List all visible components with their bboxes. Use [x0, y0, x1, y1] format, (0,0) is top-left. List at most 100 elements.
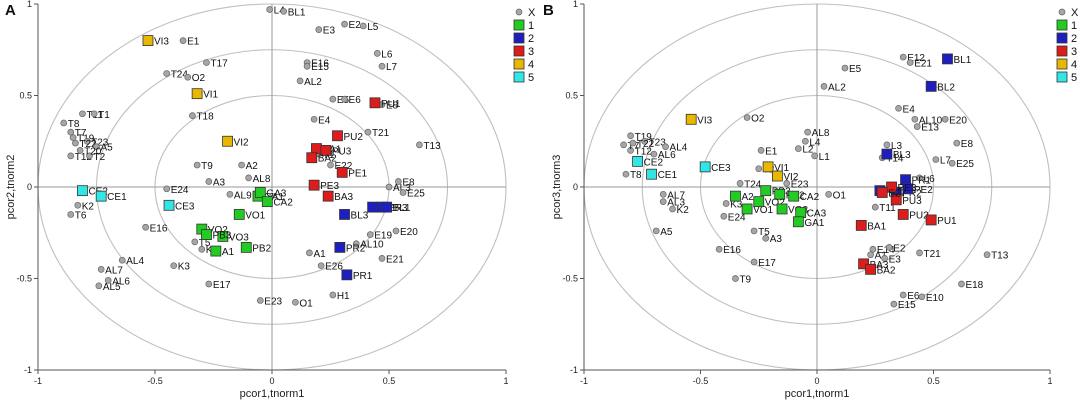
- point-marker: [292, 298, 299, 306]
- point-label: E4: [903, 104, 916, 115]
- point-label: K3: [730, 199, 743, 210]
- point-marker: [906, 59, 914, 66]
- x-tick-label: 0.5: [383, 376, 396, 386]
- point-label: T5: [199, 238, 211, 249]
- point-marker: [753, 196, 765, 208]
- point-marker: [359, 22, 367, 30]
- point-marker: [76, 147, 84, 154]
- legend-label: 1: [1071, 20, 1077, 32]
- point-label: A3: [770, 234, 783, 245]
- point-marker: [858, 258, 869, 270]
- point-marker: [659, 198, 667, 205]
- point-label: T19: [635, 132, 653, 143]
- legend-marker: [515, 8, 523, 16]
- point-marker: [771, 170, 783, 182]
- y-axis-title: pcor3,tnorm3: [551, 155, 563, 220]
- point-marker: [67, 128, 75, 136]
- point-label: A1: [222, 247, 235, 258]
- point-label: BA1: [867, 221, 886, 232]
- point-marker: [890, 300, 898, 308]
- point-marker: [142, 35, 154, 46]
- point-label: PR3: [388, 203, 408, 214]
- point-label: A2: [246, 161, 259, 172]
- y-axis-title: pcor2,tnorm2: [5, 155, 17, 220]
- point-label: O2: [192, 73, 206, 84]
- point-marker: [669, 205, 676, 213]
- point-label: T12: [635, 146, 653, 157]
- point-label: AL7: [105, 265, 123, 276]
- point-label: E5: [849, 64, 862, 75]
- point-marker: [201, 229, 212, 240]
- point-marker: [163, 70, 171, 77]
- point-marker: [193, 161, 201, 169]
- point-marker: [245, 174, 252, 182]
- point-marker: [750, 258, 758, 266]
- point-marker: [90, 110, 98, 118]
- point-label: AL6: [112, 276, 130, 287]
- point-label: AL8: [253, 174, 271, 185]
- point-marker: [869, 245, 877, 253]
- y-tick-label: -0.5: [562, 274, 578, 284]
- point-marker: [369, 97, 381, 109]
- legend-label: 4: [528, 59, 534, 71]
- point-label: E1: [187, 37, 200, 48]
- point-marker: [320, 144, 332, 156]
- point-label: VI3: [697, 115, 712, 126]
- point-marker: [948, 159, 956, 167]
- point-label: E15: [311, 62, 329, 73]
- point-label: E21: [386, 254, 404, 265]
- legend-marker: [1058, 8, 1066, 16]
- point-marker: [378, 255, 386, 262]
- point-label: E24: [171, 185, 189, 196]
- point-label: E14: [877, 245, 895, 256]
- point-label: BL3: [351, 210, 369, 221]
- point-label: A2: [741, 192, 754, 203]
- point-label: PU1: [937, 216, 957, 227]
- point-marker: [627, 132, 634, 140]
- point-marker: [941, 115, 949, 123]
- point-label: VI2: [783, 172, 798, 183]
- legend-marker: [1056, 45, 1068, 57]
- point-marker: [620, 141, 627, 149]
- point-marker: [925, 214, 937, 226]
- point-label: GA3: [266, 188, 286, 199]
- point-label: BA2: [318, 154, 337, 165]
- point-label: E16: [150, 223, 168, 234]
- point-label: E2: [893, 243, 906, 254]
- point-label: L6: [381, 49, 393, 60]
- point-marker: [650, 150, 658, 158]
- point-label: PE3: [898, 183, 917, 194]
- point-marker: [341, 20, 348, 28]
- point-marker: [381, 201, 393, 213]
- legend-marker: [513, 71, 525, 83]
- point-label: E24: [728, 212, 746, 223]
- point-marker: [876, 187, 888, 198]
- point-label: A5: [101, 143, 114, 154]
- point-label: BA1: [322, 145, 341, 156]
- point-marker: [395, 178, 402, 185]
- point-label: PU2: [344, 132, 364, 143]
- point-label: T2: [93, 152, 105, 163]
- point-label: VO2: [765, 198, 785, 209]
- point-label: T8: [630, 170, 642, 181]
- point-marker: [280, 7, 288, 15]
- point-label: VO1: [245, 210, 265, 221]
- point-marker: [189, 112, 196, 119]
- point-marker: [895, 104, 902, 112]
- point-label: T21: [372, 128, 390, 139]
- point-marker: [308, 179, 320, 191]
- point-marker: [77, 185, 88, 197]
- point-marker: [104, 276, 112, 284]
- point-label: PB2: [252, 243, 271, 254]
- x-tick-label: 0: [814, 376, 819, 386]
- point-label: GA1: [804, 218, 824, 229]
- point-marker: [825, 190, 833, 198]
- point-marker: [932, 156, 940, 163]
- point-marker: [97, 266, 105, 273]
- point-marker: [811, 152, 819, 160]
- point-label: E10: [926, 293, 944, 304]
- y-tick-label: 1: [27, 0, 32, 9]
- point-marker: [886, 181, 897, 193]
- point-marker: [736, 179, 744, 187]
- point-label: T9: [739, 275, 751, 286]
